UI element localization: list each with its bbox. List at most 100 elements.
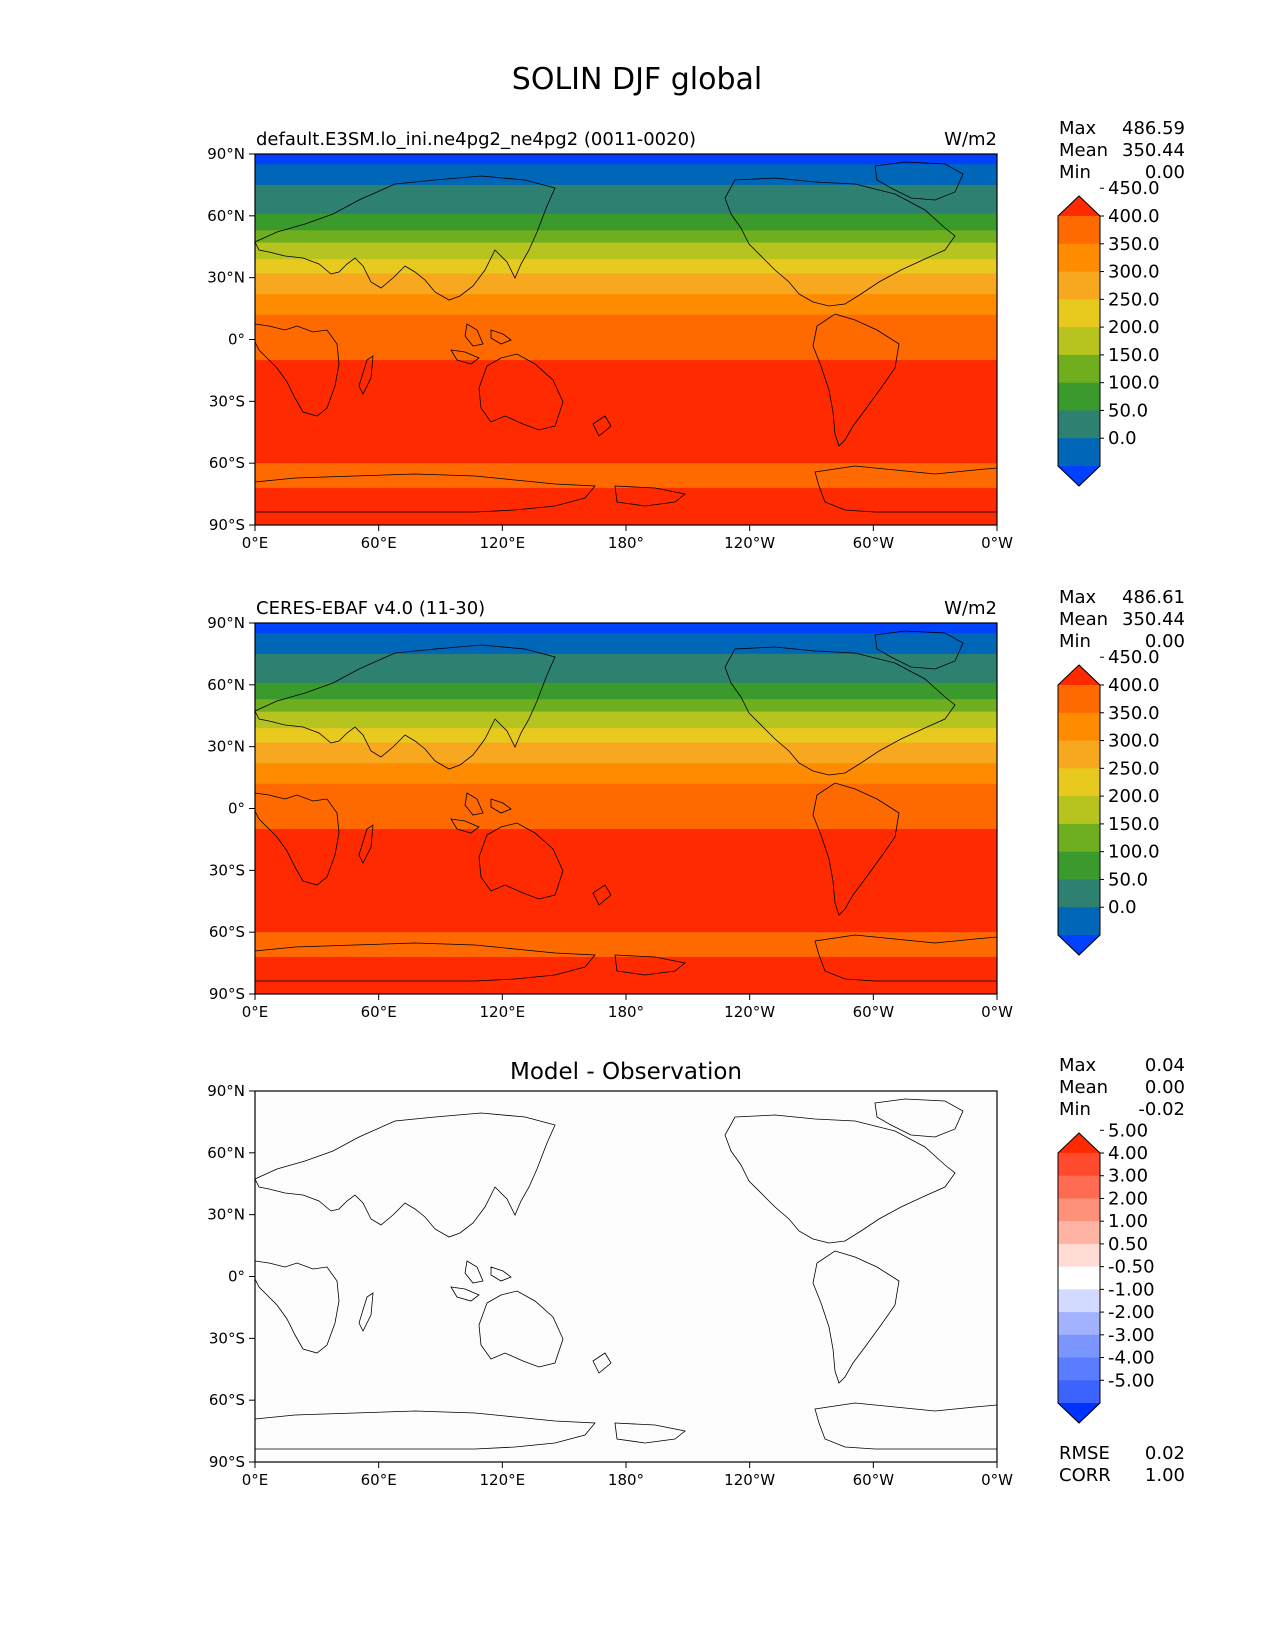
panels: default.E3SM.lo_ini.ne4pg2_ne4pg2 (0011-…: [207, 118, 1185, 1489]
map-panel-3: Model - Observation 90°N 60°N 30°N 0° 30°S 60°…: [207, 1055, 1185, 1489]
stat-label: Mean: [1059, 140, 1108, 161]
colorbar-tick-label: 400.0: [1108, 675, 1160, 696]
y-tick-label: 30°N: [207, 1206, 245, 1224]
stat-label: Min: [1059, 631, 1091, 652]
colorbar-tick-label: 100.0: [1108, 373, 1160, 394]
y-tick-label: 90°S: [209, 985, 245, 1003]
colorbar-bin: [1058, 768, 1100, 797]
stat-value: -0.02: [1138, 1099, 1185, 1120]
colorbar-bin: [1058, 299, 1100, 328]
colorbar-tick-label: 0.0: [1108, 897, 1137, 918]
colorbar-bin: [1058, 327, 1100, 356]
x-tick-label: 0°W: [981, 1003, 1013, 1021]
y-tick-label: 60°S: [209, 923, 245, 941]
map-area: [255, 623, 997, 994]
color-band: [255, 711, 997, 729]
colorbar-tick-label: 4.00: [1108, 1143, 1148, 1164]
colorbar-bin: [1058, 1243, 1100, 1268]
x-tick-label: 0°E: [242, 534, 269, 552]
colorbar-tick-label: 2.00: [1108, 1188, 1148, 1209]
colorbar-tick-label: -4.00: [1108, 1348, 1155, 1369]
stat-label: Mean: [1059, 609, 1108, 630]
color-band: [255, 763, 997, 785]
color-band: [255, 360, 997, 464]
map-panel-1: default.E3SM.lo_ini.ne4pg2_ne4pg2 (0011-…: [207, 118, 1185, 552]
extra-stat-label: RMSE: [1059, 1443, 1110, 1464]
y-tick-label: 0°: [228, 331, 245, 349]
colorbar-tick-label: -0.50: [1108, 1257, 1155, 1278]
colorbar-tick-label: 5.00: [1108, 1120, 1148, 1141]
y-tick-label: 0°: [228, 800, 245, 818]
stat-label: Min: [1059, 162, 1091, 183]
colorbar-tick-label: 50.0: [1108, 869, 1148, 890]
extra-stat-value: 1.00: [1145, 1465, 1185, 1486]
colorbar-tick-label: 200.0: [1108, 317, 1160, 338]
difference-field: [255, 1091, 997, 1462]
panel-units: W/m2: [944, 598, 997, 619]
colorbar-bin: [1058, 1198, 1100, 1222]
colorbar-tick-label: 450.0: [1108, 647, 1160, 668]
color-band: [255, 273, 997, 295]
stat-label: Mean: [1059, 1077, 1108, 1098]
y-tick-label: 60°S: [209, 1391, 245, 1409]
y-tick-label: 30°S: [209, 392, 245, 410]
colorbar-bin: [1058, 243, 1100, 273]
extra-stat-value: 0.02: [1145, 1443, 1185, 1464]
color-band: [255, 623, 997, 634]
colorbar-bin: [1058, 740, 1100, 769]
colorbar-bin: [1058, 438, 1100, 467]
color-band: [255, 682, 997, 700]
x-tick-label: 120°W: [724, 1471, 775, 1489]
colorbar-tick-label: 250.0: [1108, 758, 1160, 779]
colorbar-bin: [1058, 271, 1100, 300]
y-tick-label: 30°S: [209, 1329, 245, 1347]
x-tick-label: 0°W: [981, 534, 1013, 552]
color-band: [255, 829, 997, 933]
colorbar-bin: [1058, 1357, 1100, 1381]
color-band: [255, 699, 997, 713]
colorbar-bin: [1058, 410, 1100, 439]
colorbar-bin: [1058, 907, 1100, 936]
colorbar-extend-max: [1058, 196, 1100, 216]
stat-value: 0.04: [1145, 1055, 1185, 1076]
colorbar-tick-label: 150.0: [1108, 345, 1160, 366]
stat-value: 0.00: [1145, 1077, 1185, 1098]
colorbar-tick-label: 250.0: [1108, 289, 1160, 310]
y-tick-label: 90°S: [209, 1453, 245, 1471]
color-band: [255, 314, 997, 361]
map-area: [255, 1091, 997, 1462]
color-band: [255, 633, 997, 655]
color-band: [255, 242, 997, 260]
colorbar-outline: [1057, 195, 1101, 487]
colorbar-tick-label: 0.50: [1108, 1234, 1148, 1255]
x-tick-label: 60°W: [853, 534, 895, 552]
colorbar-bin: [1058, 1153, 1100, 1177]
panel-units: W/m2: [944, 129, 997, 150]
stat-value: 486.59: [1122, 118, 1185, 139]
colorbar-tick-label: 150.0: [1108, 814, 1160, 835]
color-band: [255, 728, 997, 744]
colorbar-tick-label: 300.0: [1108, 731, 1160, 752]
colorbar-tick-label: -5.00: [1108, 1370, 1155, 1391]
panel-center-title: Model - Observation: [510, 1059, 742, 1085]
y-tick-label: 60°N: [207, 676, 245, 694]
colorbar-bin: [1058, 354, 1100, 384]
colorbar-tick-label: 3.00: [1108, 1166, 1148, 1187]
x-tick-label: 60°E: [361, 1003, 397, 1021]
colorbar-tick-label: 50.0: [1108, 400, 1148, 421]
colorbar-bin: [1058, 1334, 1100, 1359]
y-tick-label: 30°S: [209, 861, 245, 879]
colorbar-tick-label: -2.00: [1108, 1302, 1155, 1323]
colorbar-bin: [1058, 1175, 1100, 1199]
color-band: [255, 259, 997, 275]
x-tick-label: 60°W: [853, 1003, 895, 1021]
x-tick-label: 60°W: [853, 1471, 895, 1489]
x-tick-label: 180°: [608, 534, 644, 552]
y-tick-label: 90°N: [207, 1082, 245, 1100]
panel-left-title: default.E3SM.lo_ini.ne4pg2_ne4pg2 (0011-…: [256, 129, 696, 150]
y-tick-label: 90°N: [207, 614, 245, 632]
color-band: [255, 956, 997, 974]
color-band: [255, 742, 997, 764]
colorbar-bin: [1058, 1312, 1100, 1336]
stat-value: 0.00: [1145, 631, 1185, 652]
